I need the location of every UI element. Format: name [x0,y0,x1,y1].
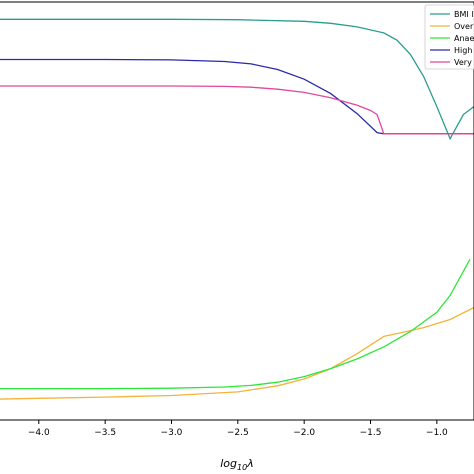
x-tick-label-3: −2.5 [227,428,249,438]
legend-label-1: Over [454,22,474,31]
series-line-1 [0,306,474,400]
x-tick-label-5: −1.5 [360,428,382,438]
series-layer [0,18,474,400]
x-tick-label-1: −3.5 [94,428,116,438]
legend-label-4: Very [454,58,472,67]
legend-label-0: BMI l [454,10,474,19]
legend-frame [424,4,474,70]
x-tick-label-0: −4.0 [28,428,50,438]
x-tick-label-6: −1.0 [426,428,448,438]
x-axis-label-variable: λ [246,457,254,470]
legend-label-2: Anae [454,34,474,43]
legend-label-3: High [454,46,472,55]
legend: BMI l Over Anae High Very [424,4,474,70]
x-axis-label: log10λ [220,457,253,472]
x-tick-label-2: −3.0 [161,428,183,438]
x-axis: −4.0 −3.5 −3.0 −2.5 −2.0 −1.5 −1.0 [28,420,448,438]
series-line-0 [0,18,474,141]
x-axis-label-base: log [220,457,237,470]
x-axis-label-subscript: 10 [237,463,247,472]
plot-frame [0,1,474,421]
series-line-3 [0,58,474,135]
series-line-2 [0,258,471,390]
x-tick-label-4: −2.0 [293,428,315,438]
series-line-4 [0,85,474,135]
